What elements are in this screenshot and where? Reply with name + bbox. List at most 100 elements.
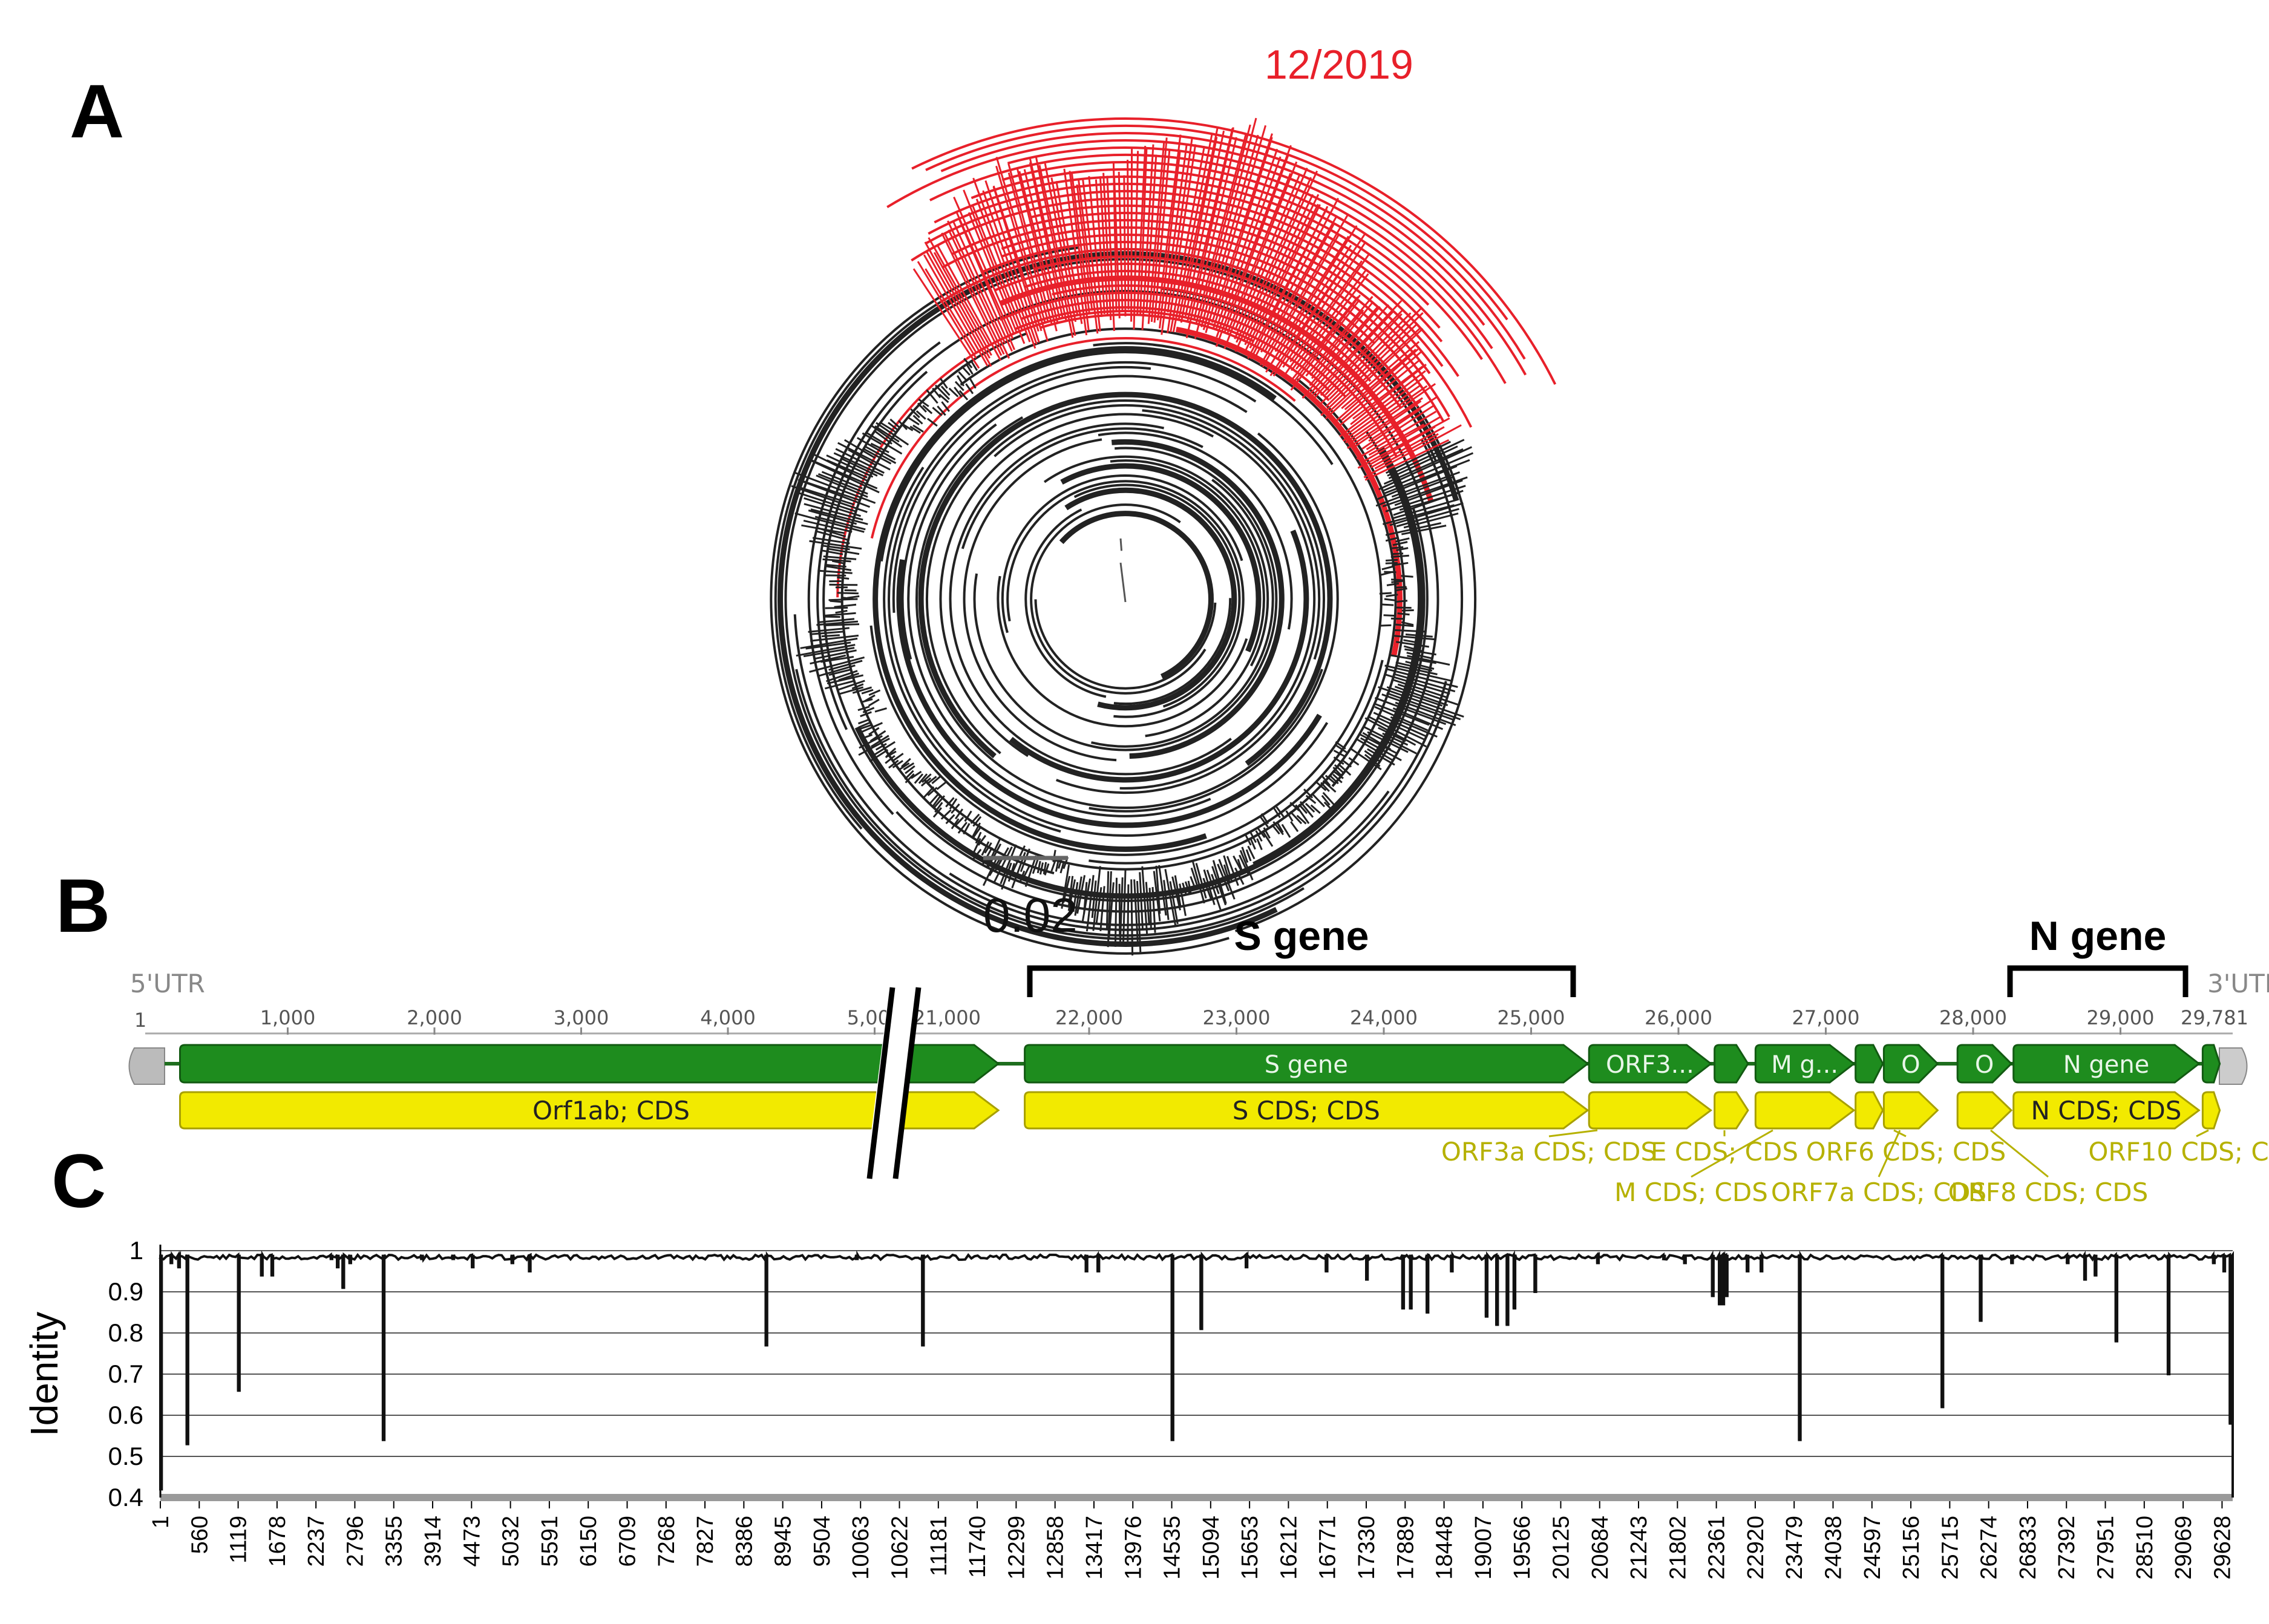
tree-branch [981, 841, 990, 856]
tree-branch [821, 471, 863, 489]
tree-branch [1063, 168, 1088, 336]
tree-branch [1167, 144, 1197, 333]
identity-plot: 0.4 0.5 0.6 0.7 0.8 0.9 1 Identity 1 560 1119 1678 2… [22, 1236, 2235, 1580]
tree-branch [801, 524, 845, 534]
tree-branch [857, 718, 870, 725]
tree-branch [1380, 571, 1393, 576]
tree-branch [1092, 866, 1101, 931]
tree-branch [831, 560, 845, 565]
tree-branch [1029, 162, 1064, 318]
ruler-tick-label: 1,000 [260, 1006, 316, 1029]
tree-branch [938, 393, 949, 404]
ruler-tick-label: 26,000 [1645, 1006, 1712, 1029]
tree-branch [1376, 465, 1458, 500]
tree-clade-arc [951, 211, 1473, 428]
tree-branch [1067, 876, 1074, 907]
x-tick-label: 17889 [1393, 1516, 1418, 1580]
tree-branch [1118, 171, 1124, 310]
x-tick-label: 25156 [1899, 1516, 1924, 1580]
tree-clade-arc [1021, 299, 1347, 398]
y-tick-label: 0.9 [108, 1277, 143, 1306]
tree-branch [1244, 194, 1320, 345]
tree-branch [1095, 179, 1105, 314]
tree-branch [892, 753, 904, 762]
gene-arrow [2201, 1044, 2221, 1084]
tree-branch [985, 838, 1001, 869]
tree-branch [1329, 774, 1339, 785]
tree-branch [1385, 440, 1452, 474]
tree-branch [1322, 780, 1337, 793]
tree-branch [1050, 859, 1056, 872]
gene-label: ORF3... [1606, 1051, 1694, 1079]
tree-branch [1312, 311, 1393, 400]
tree-branch [1364, 753, 1381, 767]
tree-branch [1211, 133, 1273, 323]
tree-branch [932, 807, 942, 818]
tree-branch [1130, 879, 1134, 956]
x-tick-label: 20684 [1588, 1516, 1613, 1580]
tree-branch [1259, 213, 1349, 366]
tree-branch [827, 459, 868, 479]
tree-branch [1077, 178, 1099, 334]
tree-branch [813, 453, 869, 482]
tree-branch [1323, 801, 1334, 812]
tree-arc [807, 341, 941, 815]
tree-branch [860, 733, 873, 740]
tree-branch [934, 802, 943, 813]
tree-branch [1401, 525, 1447, 535]
tree-branch [821, 634, 840, 638]
tree-branch [1242, 194, 1314, 342]
y-tick-label: 0.6 [108, 1401, 143, 1429]
tree-branch [1153, 871, 1161, 922]
tree-branch [1322, 791, 1340, 811]
tree-branch [858, 721, 871, 729]
tree-branch [1187, 880, 1192, 893]
callout-line [1990, 1129, 2049, 1178]
tree-branch [1050, 177, 1079, 315]
tree-branch [1311, 303, 1373, 379]
y-tick-label: 1 [129, 1236, 143, 1265]
tree-branch [794, 471, 876, 504]
tree-branch [945, 797, 955, 808]
tree-branch [1245, 849, 1252, 862]
tree-branch [1274, 235, 1349, 352]
tree-branch [1263, 832, 1274, 847]
tree-branch [1213, 137, 1273, 328]
gene-label: O [1901, 1051, 1920, 1079]
tree-branch [969, 377, 977, 389]
x-tick-label: 7827 [693, 1516, 718, 1567]
tree-arc [1296, 378, 1406, 787]
tree-clade-arc [1001, 161, 1507, 384]
tree-branch [1299, 801, 1314, 818]
tree-branch [932, 795, 941, 807]
tree-branch [1373, 702, 1430, 726]
tree-branch [912, 414, 923, 425]
tree-branch [1290, 821, 1299, 833]
tree-branch [1379, 624, 1392, 627]
tree-branch [859, 724, 873, 730]
tree-branch [837, 442, 891, 471]
tree-branch [1368, 424, 1425, 456]
x-tick-label: 21243 [1626, 1516, 1652, 1580]
tree-arc [836, 310, 1255, 598]
x-tick-label: 6150 [576, 1516, 601, 1567]
tree-branch [1164, 869, 1177, 927]
tree-branch [1305, 296, 1374, 377]
tree-branch [838, 679, 865, 691]
tree-branch [858, 738, 890, 756]
tree-arc [869, 342, 1383, 856]
tree-branch [1391, 498, 1459, 520]
gene-label: M g... [1771, 1051, 1838, 1079]
tree-branch [1382, 732, 1409, 746]
tree-branch [1247, 845, 1256, 860]
tree-branch [1348, 757, 1360, 766]
tree-branch [848, 448, 876, 466]
tree-branch [1381, 603, 1394, 606]
tree-branch [1277, 244, 1352, 359]
x-tick-label: 28510 [2132, 1516, 2158, 1580]
tree-branch [1072, 882, 1079, 912]
tree-branch [1384, 598, 1397, 601]
tree-branch [995, 157, 1046, 324]
tree-branch [1395, 664, 1438, 675]
x-tick-label: 3914 [421, 1516, 446, 1567]
